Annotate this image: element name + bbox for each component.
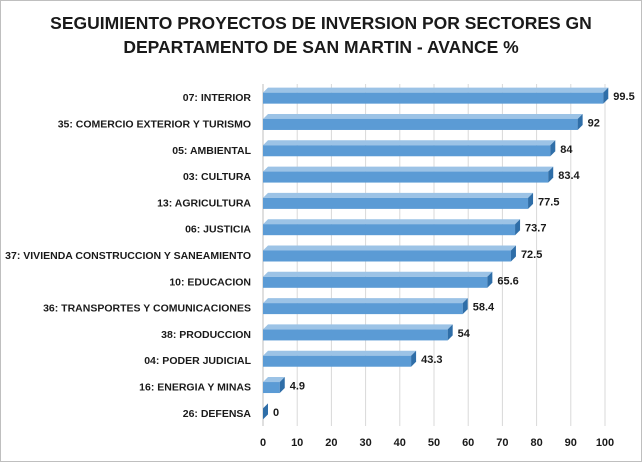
value-label: 72.5 [521,249,542,261]
value-label: 58.4 [473,302,495,314]
bar [263,245,516,262]
bar [263,324,453,341]
value-labels: 99.5 92 84 83.4 77.5 73.7 72.5 65.6 58.4 54 43.3 4.… [273,91,635,419]
category-label: 37: VIVIENDA CONSTRUCCION Y SANEAMIENTO [5,250,251,262]
chart-subtitle: DEPARTAMENTO DE SAN MARTIN - AVANCE % [123,37,519,57]
category-label: 03: CULTURA [183,171,251,183]
category-label: 05: AMBIENTAL [172,145,251,157]
value-label: 99.5 [613,91,634,103]
bar-front-face [263,329,448,341]
value-label: 92 [588,117,600,129]
x-tick-label: 40 [394,437,406,449]
category-label: 36: TRANSPORTES Y COMUNICACIONES [43,303,251,315]
bar [263,87,609,104]
bar-side-face [279,377,285,394]
bar-front-face [263,224,516,236]
bar [263,377,285,394]
x-tick-label: 70 [496,437,508,449]
bar-front-face [263,92,604,104]
bar [263,350,417,367]
bar-top-face [263,271,493,277]
bars [263,87,609,420]
bar-top-face [263,377,285,383]
x-tick-label: 0 [260,437,266,449]
bar [263,298,468,315]
category-label: 35: COMERCIO EXTERIOR Y TURISMO [58,118,251,130]
bar-front-face [263,118,578,130]
chart-title: SEGUIMIENTO PROYECTOS DE INVERSION POR S… [50,13,592,33]
value-label: 84 [560,144,573,156]
value-label: 65.6 [497,275,518,287]
bar-top-face [263,113,583,119]
value-label: 4.9 [290,381,305,393]
category-label: 10: EDUCACION [169,276,251,288]
bar-side-face [515,219,521,236]
bar-top-face [263,219,521,225]
chart-title-block: SEGUIMIENTO PROYECTOS DE INVERSION POR S… [1,11,641,59]
bar-top-face [263,166,554,172]
bar-front-face [263,171,549,183]
x-axis-tick-labels: 0 10 20 30 40 50 60 70 80 90 100 [260,437,614,449]
bar-top-face [263,324,453,330]
category-label: 16: ENERGIA Y MINAS [139,382,251,394]
bar [263,219,521,236]
bar-top-face [263,298,468,304]
x-tick-label: 50 [428,437,440,449]
category-label: 26: DEFENSA [183,408,252,420]
bar-side-face [528,192,534,209]
category-label: 13: AGRICULTURA [157,197,251,209]
bar-side-face [550,140,556,157]
bar-side-face [548,166,554,183]
bar [263,192,534,209]
bar-side-face [462,298,468,315]
bar-front-face [263,197,529,209]
value-label: 77.5 [538,196,559,208]
category-label: 04: PODER JUDICIAL [144,355,251,367]
bar-side-face [510,245,516,262]
bar-front-face [263,250,511,262]
category-label: 07: INTERIOR [183,92,252,104]
bar [263,403,268,420]
category-labels: 07: INTERIOR 35: COMERCIO EXTERIOR Y TURI… [5,92,251,420]
value-label: 43.3 [421,354,442,366]
bar-front-face [263,382,280,394]
value-label: 0 [273,407,279,419]
bar-top-face [263,245,516,251]
bar [263,166,554,183]
x-tick-label: 30 [359,437,371,449]
bar-side-face [447,324,453,341]
x-tick-label: 20 [325,437,337,449]
bar-front-face [263,303,463,315]
bar-side-face [577,113,583,130]
value-label: 54 [458,328,471,340]
x-tick-label: 60 [462,437,474,449]
bar [263,140,556,157]
bar-side-face [411,350,417,367]
category-label: 38: PRODUCCION [161,329,251,341]
x-tick-label: 90 [565,437,577,449]
bar-front-face [263,145,551,157]
bar-front-face [263,355,412,367]
bar [263,113,583,130]
bar-top-face [263,87,609,93]
value-label: 73.7 [525,223,546,235]
category-label: 06: JUSTICIA [185,224,251,236]
value-label: 83.4 [558,170,580,182]
bar-top-face [263,140,556,146]
x-tick-label: 100 [596,437,614,449]
bar-side-face [487,271,493,288]
bar [263,271,493,288]
bar-top-face [263,192,534,198]
bar-front-face [263,276,488,288]
bar-side-face [263,403,268,420]
bar-top-face [263,350,417,356]
x-tick-label: 80 [530,437,542,449]
x-tick-label: 10 [291,437,303,449]
bar-side-face [603,87,609,104]
